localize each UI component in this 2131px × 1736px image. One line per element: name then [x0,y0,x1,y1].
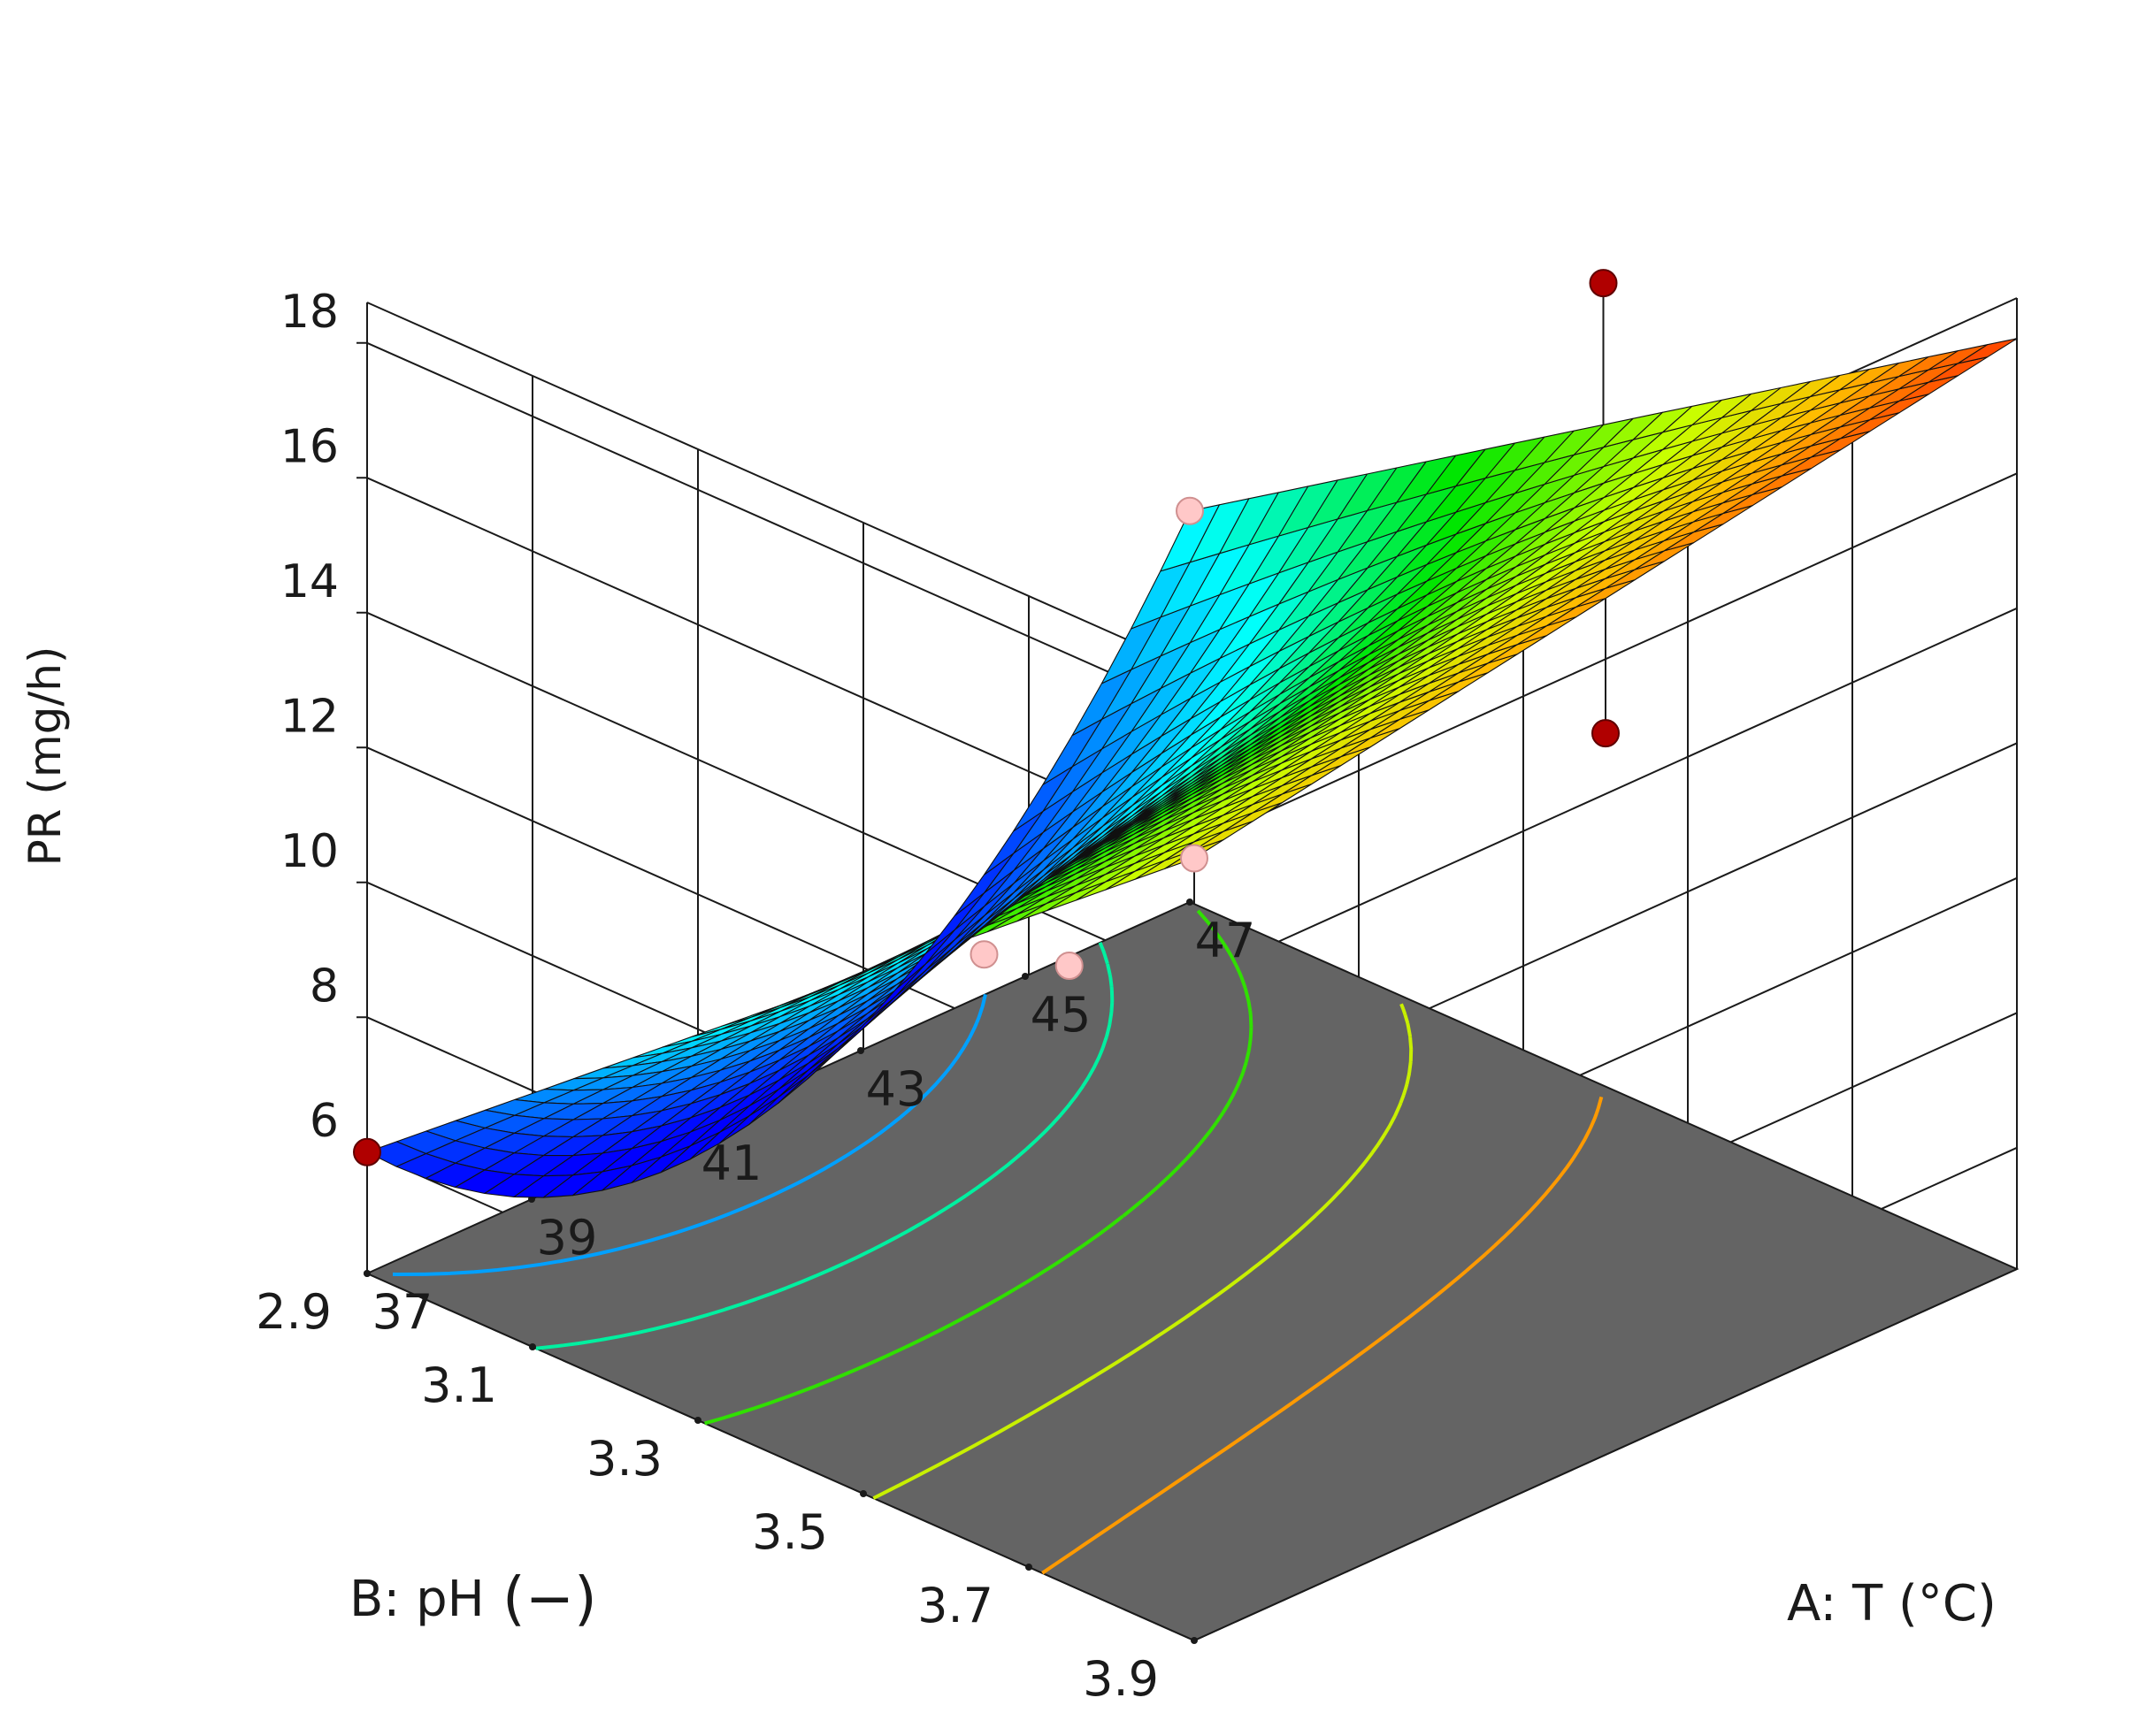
z-axis-label: PR (mg/h) [19,646,71,867]
x-tick-label: 43 [866,1061,927,1117]
x-tick [857,1047,864,1054]
contour-line [535,942,1115,1350]
response-surface [366,338,2018,1198]
z-tick-label: 6 [310,1095,339,1148]
design-points [353,269,1620,1166]
x-axis-label: A: T (°C) [1787,1575,1997,1633]
y-tick-label: 3.5 [752,1504,828,1560]
y-tick-label: 3.7 [917,1578,993,1633]
y-axis-label: B: pH [349,1571,485,1628]
x-tick [1186,899,1193,906]
x-tick-label: 45 [1031,987,1092,1043]
z-tick-label: 14 [280,555,339,608]
contour-line [872,1003,1414,1500]
axis-labels: PR (mg/h) A: T (°C) B: pH (−) [19,646,1997,1633]
y-tick [860,1490,867,1497]
y-tick [694,1417,701,1424]
y-tick-label: 3.9 [1083,1651,1159,1707]
design-point [353,1137,381,1166]
floor-plane [364,900,2020,1642]
design-point [1591,719,1620,748]
design-point [970,940,999,969]
x-tick-label: 47 [1195,913,1256,968]
y-tick [364,1270,371,1277]
design-point [1054,952,1084,980]
contour-line [392,994,987,1276]
design-point [1180,844,1208,873]
contour-line [1041,1096,1604,1575]
z-tick-label: 18 [280,286,339,339]
y-tick-label: 3.1 [421,1357,497,1413]
x-tick-label: 39 [537,1210,598,1266]
y-tick [1025,1564,1032,1571]
z-tick-label: 16 [280,420,339,473]
contour-line [704,909,1253,1426]
z-tick-label: 8 [310,960,339,1013]
design-point [1176,496,1204,525]
y-axis-unit: (−) [502,1564,597,1633]
x-tick [1022,973,1029,980]
y-tick [529,1343,536,1350]
x-tick-label: 37 [372,1284,433,1340]
y-tick-label: 2.9 [256,1284,332,1340]
y-tick [1191,1637,1198,1644]
z-tick-label: 12 [280,690,339,743]
surface-patch [1160,504,1220,572]
floor-contour-plane [364,900,2020,1642]
z-tick-label: 10 [280,825,339,878]
design-point [1589,269,1618,298]
y-tick-label: 3.3 [586,1431,663,1487]
